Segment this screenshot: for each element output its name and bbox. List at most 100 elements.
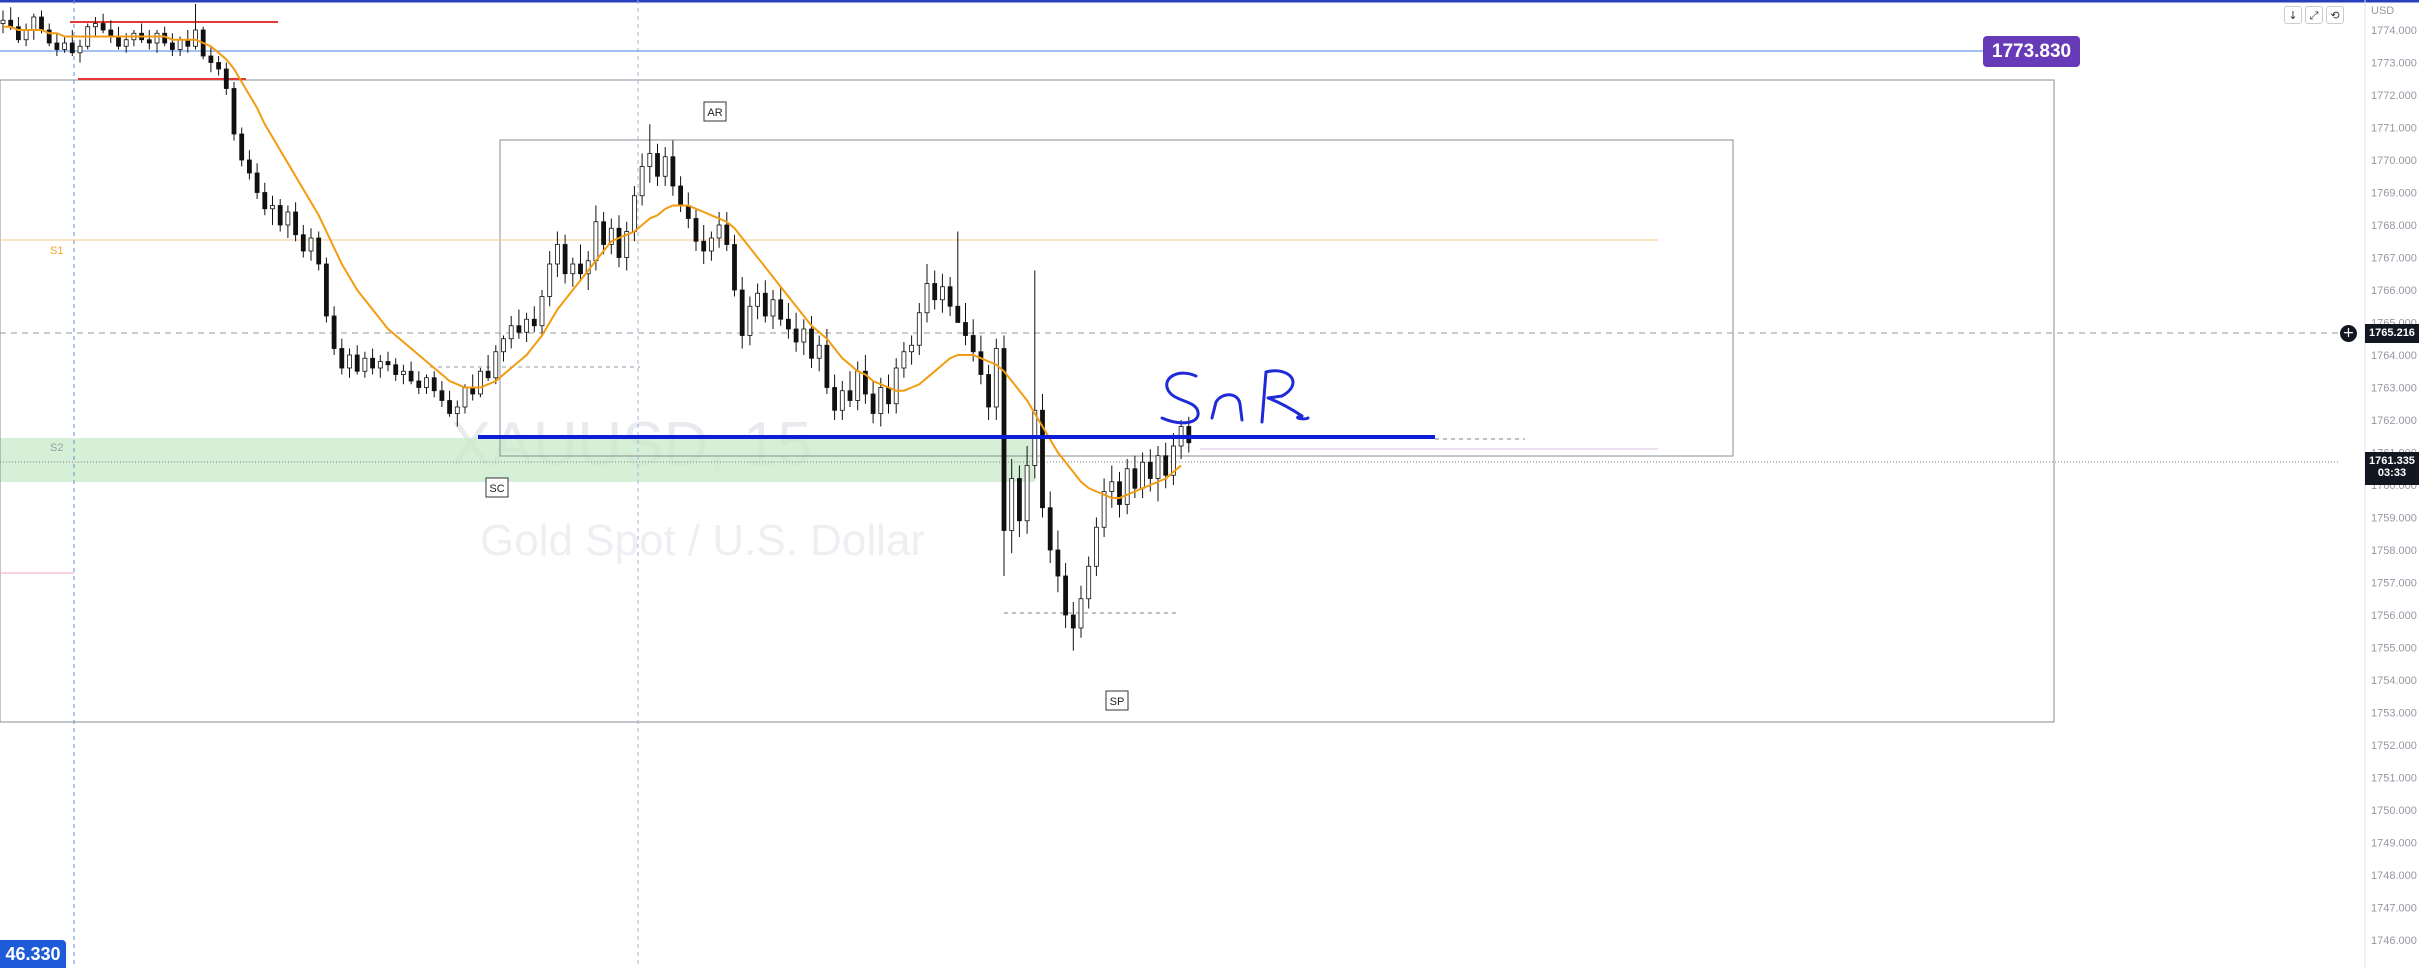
candle-up <box>770 299 776 317</box>
price-tick-label: 1750.000 <box>2371 805 2417 817</box>
price-tick-label: 1759.000 <box>2371 513 2417 525</box>
candle-down <box>655 153 660 177</box>
candle-up <box>454 406 460 414</box>
candle-down <box>1055 549 1061 577</box>
scroll-down-button[interactable]: ↓ <box>2284 6 2302 24</box>
crosshair-add-button[interactable]: + <box>2340 325 2357 342</box>
svg-text:SC: SC <box>489 483 504 495</box>
candle-down <box>1070 614 1076 629</box>
candle-down <box>354 354 360 372</box>
candle-down <box>886 387 891 405</box>
candle-up <box>1094 526 1099 567</box>
candle-down <box>1132 468 1138 489</box>
candle-down <box>724 224 730 245</box>
candle-up <box>177 39 183 50</box>
candle-up <box>400 370 406 375</box>
candle-up <box>539 296 545 327</box>
candle-down <box>8 19 14 28</box>
candle-down <box>339 348 345 369</box>
price-tick-label: 1756.000 <box>2371 610 2417 622</box>
candle-down <box>185 39 191 47</box>
candle-up <box>940 286 945 301</box>
candle-up <box>893 367 899 405</box>
moving-average-line <box>3 25 1182 499</box>
candle-down <box>216 62 222 70</box>
annotation-sc[interactable]: SC <box>485 477 509 498</box>
candle-up <box>755 292 760 307</box>
candle-down <box>246 159 252 174</box>
candle-up <box>624 231 630 258</box>
candle-up <box>1124 468 1130 505</box>
candle-down <box>447 400 453 414</box>
handwritten-snr-note[interactable] <box>1160 369 1310 425</box>
candle-down <box>431 377 437 392</box>
candle-down <box>732 244 737 291</box>
current-price-text: 1761.335 <box>2369 455 2415 467</box>
price-tick-label: 1763.000 <box>2371 383 2417 395</box>
candle-up <box>593 221 599 262</box>
candle-down <box>824 344 830 388</box>
candle-down <box>1063 575 1068 616</box>
candle-up <box>855 370 861 401</box>
price-tick-label: 1762.000 <box>2371 415 2417 427</box>
refresh-icon: ⟲ <box>2330 9 2340 22</box>
range-rectangle[interactable] <box>0 79 2055 723</box>
maximize-button[interactable]: ⤢ <box>2305 6 2323 24</box>
price-tick-label: 1754.000 <box>2371 675 2417 687</box>
support-zone[interactable] <box>0 438 1035 482</box>
accumulation-rectangle[interactable] <box>499 139 1734 457</box>
price-tick-label: 1767.000 <box>2371 253 2417 265</box>
price-tick-label: 1753.000 <box>2371 708 2417 720</box>
crosshair-price-badge[interactable]: 1765.216 <box>2365 324 2419 343</box>
candle-up <box>1009 478 1015 531</box>
candle-up <box>501 338 506 353</box>
candle-down <box>932 283 938 301</box>
candle-up <box>878 387 884 414</box>
candle-down <box>46 29 52 44</box>
candle-down <box>670 156 676 187</box>
price-tick-label: 1755.000 <box>2371 643 2417 655</box>
annotation-sp[interactable]: SP <box>1105 690 1129 711</box>
candle-up <box>477 370 483 395</box>
price-tick-label: 1749.000 <box>2371 838 2417 850</box>
candle-down <box>1001 348 1007 531</box>
left-edge-price-badge[interactable]: 46.330 <box>0 940 66 968</box>
candle-up <box>816 344 822 359</box>
candle-up <box>716 224 722 239</box>
candle-down <box>786 318 791 330</box>
candle-down <box>516 325 522 333</box>
pivot-label-s2: S2 <box>50 442 63 454</box>
price-tick-label: 1768.000 <box>2371 220 2417 232</box>
crosshair-price-text: 1765.216 <box>2369 327 2415 339</box>
candle-down <box>832 387 837 411</box>
candle-up <box>377 361 383 369</box>
candle-down <box>100 23 106 31</box>
candle-down <box>793 328 799 343</box>
candle-up <box>801 328 807 343</box>
candle-down <box>300 234 306 252</box>
candle-up <box>1140 461 1145 489</box>
candle-down <box>54 42 60 50</box>
price-tick-label: 1764.000 <box>2371 350 2417 362</box>
price-axis[interactable]: 1746.000 1747.000 1748.000 1749.000 1750.000… <box>2371 25 2417 947</box>
candle-up <box>524 318 529 333</box>
candle-down <box>693 218 699 242</box>
candle-down <box>416 380 422 388</box>
candlestick-series <box>0 4 1192 651</box>
candle-down <box>1047 507 1053 551</box>
current-price-badge[interactable]: 1761.335 03:33 <box>2365 452 2419 485</box>
candle-down <box>385 361 391 366</box>
candle-down <box>146 39 152 44</box>
candle-up <box>1086 565 1092 600</box>
horizontal-line-price-badge[interactable]: 1773.830 <box>1983 36 2080 67</box>
currency-label[interactable]: USD <box>2371 5 2395 17</box>
candle-up <box>1024 465 1030 522</box>
annotation-ar[interactable]: AR <box>703 101 727 122</box>
candle-up <box>662 156 668 177</box>
candle-up <box>909 344 914 353</box>
candle-up <box>193 29 198 47</box>
reset-button[interactable]: ⟲ <box>2326 6 2344 24</box>
candle-up <box>31 16 37 31</box>
price-tick-label: 1773.000 <box>2371 58 2417 70</box>
